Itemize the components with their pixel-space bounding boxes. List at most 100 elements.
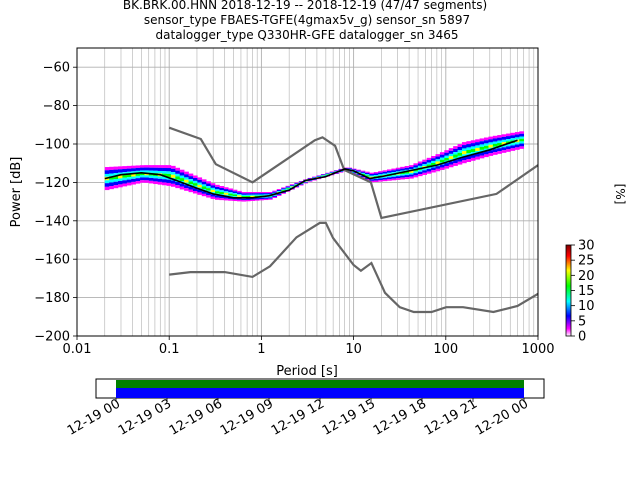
psd-cell	[241, 192, 247, 194]
psd-cell	[131, 168, 136, 172]
psd-cell	[166, 171, 172, 174]
psd-cell	[201, 181, 207, 185]
psd-cell	[519, 131, 525, 134]
psd-cell	[157, 176, 163, 179]
psd-cell	[382, 179, 388, 182]
psd-cell	[470, 143, 476, 147]
psd-cell	[289, 185, 295, 187]
psd-cell	[484, 140, 489, 144]
psd-cell	[413, 165, 419, 168]
psd-cell	[316, 175, 322, 176]
psd-cell	[334, 170, 339, 171]
psd-cell	[109, 166, 114, 170]
psd-cell	[170, 174, 176, 178]
psd-cell	[188, 186, 194, 190]
psd-cell	[294, 184, 300, 185]
title-line-1: BK.BRK.00.HNN 2018-12-19 -- 2018-12-19 (…	[123, 0, 487, 12]
psd-cell	[501, 134, 507, 137]
psd-cell	[417, 165, 423, 168]
psd-cell	[206, 183, 211, 187]
psd-cell	[122, 177, 128, 181]
psd-cell	[303, 181, 308, 183]
psd-cell	[347, 170, 353, 172]
psd-cell	[378, 174, 383, 176]
psd-cell	[457, 158, 463, 162]
psd-cell	[342, 167, 348, 169]
psd-cell	[479, 152, 485, 156]
psd-cell	[113, 185, 119, 189]
psd-cell	[519, 133, 525, 137]
psd-cell	[404, 167, 410, 170]
timeline-tick-label: 12-19 21	[422, 396, 480, 438]
psd-cell	[325, 172, 330, 174]
psd-cell	[479, 146, 485, 150]
timeline-tick-label: 12-19 09	[218, 396, 276, 438]
psd-cell	[197, 189, 203, 193]
psd-cell	[387, 172, 392, 175]
psd-cell	[126, 168, 132, 172]
psd-cell	[263, 192, 269, 194]
psd-cell	[373, 172, 379, 174]
psd-cell	[461, 142, 467, 146]
psd-cell	[170, 168, 176, 173]
psd-cell	[109, 186, 114, 190]
psd-cell	[475, 142, 480, 146]
psd-cell	[378, 171, 383, 173]
psd-cell	[400, 175, 405, 178]
psd-cell	[519, 143, 525, 147]
psd-cell	[267, 197, 273, 199]
psd-cell	[259, 197, 264, 200]
psd-cell	[153, 165, 158, 168]
psd-cell	[188, 173, 194, 177]
psd-cell	[157, 167, 163, 171]
psd-cell	[113, 166, 119, 170]
psd-cell	[316, 175, 322, 177]
psd-cell	[153, 178, 158, 182]
psd-cell	[431, 160, 436, 163]
psd-cell	[475, 139, 480, 143]
psd-cell	[184, 174, 189, 178]
psd-cell	[448, 153, 454, 157]
psd-cell	[488, 139, 494, 143]
psd-cell	[197, 177, 203, 180]
psd-cell	[263, 193, 269, 195]
psd-cell	[506, 149, 511, 152]
psd-cell	[126, 171, 132, 175]
psd-cell	[484, 143, 489, 146]
psd-cell	[250, 199, 255, 201]
psd-cell	[197, 179, 203, 183]
psd-cell	[254, 195, 260, 197]
psd-cell	[417, 161, 423, 164]
y-tick-label: −140	[34, 214, 70, 229]
psd-cell	[153, 181, 158, 185]
psd-cell	[484, 145, 489, 149]
psd-cell	[391, 175, 397, 177]
psd-cell	[206, 181, 211, 184]
psd-cell	[457, 155, 463, 159]
psd-cell	[135, 165, 141, 168]
psd-cell	[466, 155, 472, 160]
colorbar-tick-label: 5	[578, 314, 586, 329]
psd-cell	[250, 194, 255, 196]
psd-cell	[506, 146, 511, 150]
psd-cell	[404, 171, 410, 174]
psd-cell	[117, 172, 123, 176]
y-tick-label: −80	[43, 99, 70, 114]
psd-cell	[179, 175, 185, 179]
psd-cell	[281, 190, 286, 192]
psd-cell	[316, 178, 322, 180]
psd-cell	[479, 155, 485, 159]
psd-cell	[484, 151, 489, 155]
psd-cell	[254, 199, 260, 201]
psd-cell	[237, 194, 242, 196]
psd-cell	[426, 162, 432, 165]
psd-cell	[329, 172, 335, 174]
psd-cell	[506, 139, 511, 142]
psd-cell	[320, 174, 326, 176]
psd-cell	[109, 176, 114, 180]
psd-cell	[373, 179, 379, 181]
psd-cell	[395, 171, 401, 173]
psd-cell	[245, 192, 251, 194]
grid	[76, 48, 538, 337]
psd-cell	[179, 183, 185, 187]
